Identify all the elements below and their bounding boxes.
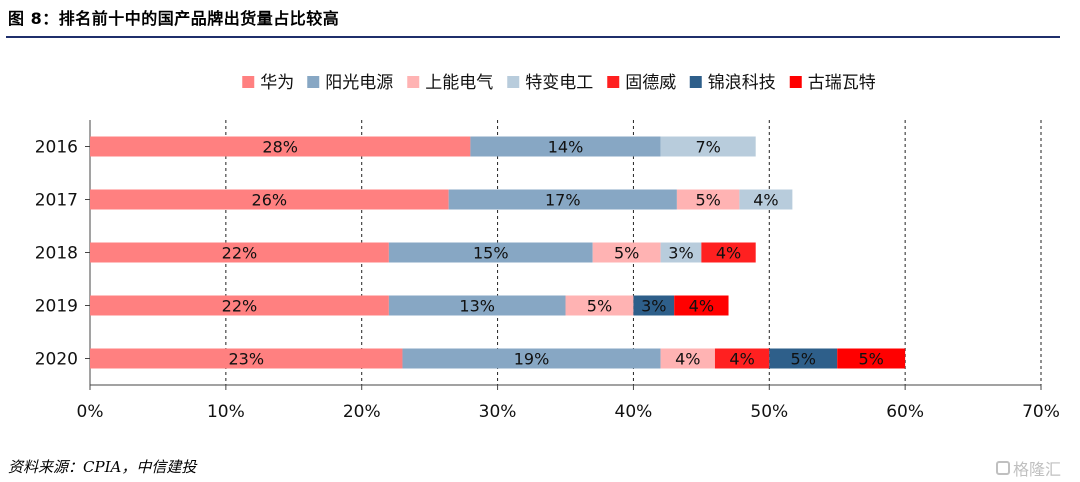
x-tick-label: 30% — [479, 402, 517, 422]
legend-label: 古瑞瓦特 — [808, 73, 876, 93]
watermark-logo-icon — [996, 461, 1010, 475]
x-tick-label: 20% — [343, 402, 381, 422]
bar-segment — [592, 242, 661, 263]
x-tick-label: 40% — [615, 402, 653, 422]
data-label: 5% — [614, 244, 639, 263]
source-note: 资料来源：CPIA，中信建投 — [8, 458, 197, 476]
legend-label: 上能电气 — [425, 73, 493, 93]
data-label: 15% — [473, 244, 509, 263]
legend-label: 锦浪科技 — [708, 73, 776, 93]
data-label: 5% — [587, 297, 612, 316]
legend-label: 固德威 — [625, 73, 676, 93]
data-label: 4% — [689, 297, 714, 316]
bar-segment — [470, 136, 661, 157]
legend-label: 阳光电源 — [325, 73, 393, 93]
bar-segment — [676, 189, 740, 210]
data-label: 4% — [753, 191, 778, 210]
x-tick-label: 60% — [886, 402, 924, 422]
data-label: 4% — [675, 350, 700, 369]
y-category-label: 2020 — [35, 350, 78, 370]
data-label: 23% — [228, 350, 264, 369]
bar-segment — [837, 348, 906, 369]
data-label: 19% — [514, 350, 550, 369]
bar-segment — [660, 136, 756, 157]
data-label: 26% — [252, 191, 288, 210]
legend-swatch — [507, 76, 520, 88]
x-tick-label: 10% — [207, 402, 245, 422]
bar-segment — [388, 295, 566, 316]
bar-segment — [660, 242, 702, 263]
bar-segment — [90, 348, 403, 369]
data-label: 22% — [222, 297, 258, 316]
data-label: 5% — [858, 350, 883, 369]
data-label: 22% — [222, 244, 258, 263]
bar-segment — [714, 348, 770, 369]
data-label: 17% — [545, 191, 581, 210]
bar-segment — [402, 348, 661, 369]
y-category-label: 2018 — [35, 244, 78, 264]
data-label: 3% — [641, 297, 666, 316]
bar-segment — [674, 295, 729, 316]
legend-swatch — [607, 76, 620, 88]
bar-segment — [660, 348, 715, 369]
legend-swatch — [689, 76, 702, 88]
legend-label: 华为 — [260, 73, 294, 93]
title-rule — [6, 36, 1060, 38]
data-label: 4% — [729, 350, 754, 369]
legend-swatch — [307, 76, 320, 88]
y-category-label: 2019 — [35, 297, 78, 317]
data-label: 7% — [695, 138, 720, 157]
x-tick-label: 0% — [77, 402, 104, 422]
bar-segment — [448, 189, 677, 210]
data-label: 5% — [791, 350, 816, 369]
bar-segment — [90, 136, 471, 157]
figure-title: 图 8：排名前十中的国产品牌出货量占比较高 — [8, 9, 340, 28]
bar-segment — [701, 242, 756, 263]
y-category-label: 2017 — [35, 191, 78, 211]
bar-segment — [565, 295, 634, 316]
x-tick-label: 50% — [750, 402, 788, 422]
bar-segment — [769, 348, 838, 369]
watermark-text: 格隆汇 — [1013, 460, 1062, 479]
bar-segment — [633, 295, 675, 316]
legend-swatch — [242, 76, 255, 88]
bar-segment — [90, 189, 449, 210]
data-label: 5% — [695, 191, 720, 210]
bar-segment — [90, 242, 389, 263]
stacked-bar-chart: 0% 10% 20% 30% 40% 50% 60% 70% 2016 28% 14% 7% 2017 2… — [35, 73, 1060, 422]
data-label: 4% — [716, 244, 741, 263]
x-tick-label: 70% — [1022, 402, 1060, 422]
bar-segment — [388, 242, 593, 263]
data-label: 14% — [548, 138, 584, 157]
data-label: 28% — [262, 138, 298, 157]
bar-segment — [90, 295, 389, 316]
watermark: 格隆汇 — [996, 456, 1061, 480]
data-label: 13% — [459, 297, 495, 316]
y-category-label: 2016 — [35, 138, 78, 158]
legend-swatch — [407, 76, 420, 88]
legend-label: 特变电工 — [525, 73, 593, 93]
data-label: 3% — [668, 244, 693, 263]
bar-segment — [739, 189, 793, 210]
legend-swatch — [789, 76, 802, 88]
